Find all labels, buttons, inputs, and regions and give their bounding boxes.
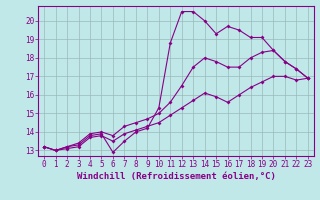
X-axis label: Windchill (Refroidissement éolien,°C): Windchill (Refroidissement éolien,°C) (76, 172, 276, 181)
